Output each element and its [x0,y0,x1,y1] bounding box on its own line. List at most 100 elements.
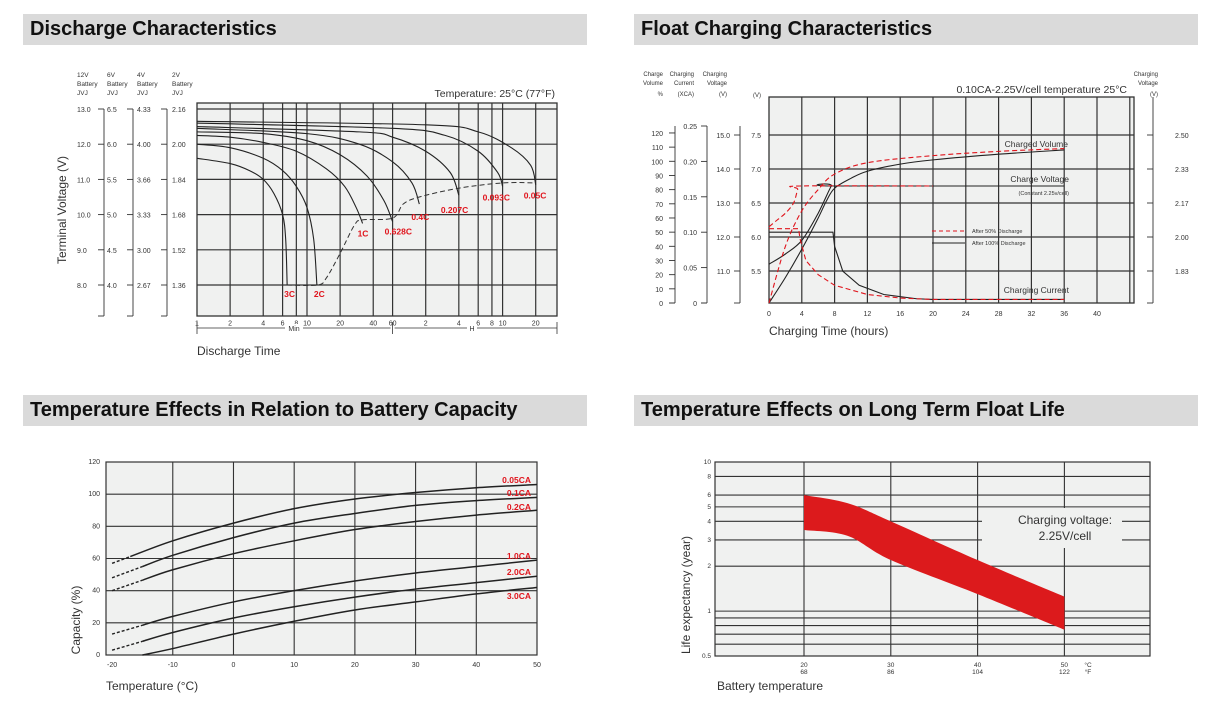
capacity-curve-1.0CA [142,559,538,626]
y-tick-label: 4.0 [107,283,117,290]
y-tick-label: 12.0 [77,142,91,149]
y-tick-label: 8 [707,473,711,480]
y-tick-label: 90 [655,173,663,180]
y-tick-label: 15.0 [716,133,730,140]
legend-label: After 50% Discharge [972,229,1022,235]
y-tick-label: 2.00 [1175,235,1189,242]
x-tick-label: 40 [1093,311,1101,318]
series-label-2.0CA: 2.0CA [507,567,531,577]
extrapolated-segment [111,640,143,651]
charging-current-curve [769,228,1065,301]
x-tick-label: -10 [168,662,178,669]
x-unit-fahrenheit: °F [1085,668,1092,676]
y-tick-label: 5.5 [751,269,761,276]
series-label-0.628C: 0.628C [385,227,412,237]
y-tick-label: 11.0 [717,269,730,276]
y-tick-label: 120 [88,459,100,466]
x-axis-title: Discharge Time [197,344,281,358]
series-label-0.4C: 0.4C [411,212,429,222]
x-tick-label: 8 [833,311,837,318]
series-label-0.1CA: 0.1CA [507,488,531,498]
panel-title-float-charging: Float Charging Characteristics [634,14,1198,45]
y-tick-label: 2.00 [172,142,186,149]
x-tick-label: 28 [995,311,1003,318]
x-tick-label-fahrenheit: 122 [1059,669,1070,676]
extrapolated-segment [111,624,143,635]
y-tick-label: 5.5 [107,177,117,184]
y-tick-label: 2 [707,563,711,570]
y-tick-label: 100 [651,159,663,166]
discharge-chart: 124681020406024681020MinHDischarge TimeT… [55,72,558,358]
series-label-3.0CA: 3.0CA [507,591,531,601]
y-axis-header: JVJ [107,90,118,97]
y-axis-header: Battery [107,81,128,88]
y-tick-label: 13.0 [77,107,91,114]
series-label-0.093C: 0.093C [483,192,510,202]
y-tick-label: 70 [655,202,663,209]
y-tick-label: 100 [88,491,100,498]
x-tick-label: 2 [228,320,232,327]
y-axis-header: 6V [107,72,116,79]
y-axis-header: Volume [643,81,664,87]
discharge-curve-1C [196,134,364,224]
panel-title-temperature-capacity: Temperature Effects in Relation to Batte… [23,395,587,426]
y-axis-header: Battery [77,81,98,88]
y-axis-header: Voltage [1138,81,1159,87]
charging-annotation: 0.10CA-2.25V/cell temperature 25°C [956,84,1127,96]
capacity-curve-0.1CA [142,496,538,568]
series-label-1.0CA: 1.0CA [507,551,531,561]
capacity-curve-0.2CA [142,509,538,581]
series-label-0.05CA: 0.05CA [502,475,531,485]
float-life-chart: 206830864010450122°C°F1086543210.5Batter… [679,459,1151,693]
capacity-curve-3.0CA [142,586,538,656]
y-axis-header: Battery [137,81,158,88]
y-tick-label: 4.5 [107,248,117,255]
series-label-0.05C: 0.05C [524,191,547,201]
series-label-2C: 2C [314,289,325,299]
y-axis-header: Voltage [707,81,728,87]
capacity-curve-2.0CA [142,575,538,643]
x-tick-label: 10 [290,662,298,669]
series-label-0.2CA: 0.2CA [507,502,531,512]
panel-title-float-life: Temperature Effects on Long Term Float L… [634,395,1198,426]
y-axis-header: 12V [77,72,89,79]
y-tick-label: 110 [652,145,663,152]
x-tick-label: 10 [303,320,311,327]
series-label-0.207C: 0.207C [441,205,468,215]
y-tick-label: 3.00 [137,248,151,255]
x-axis-title: Battery temperature [717,679,823,693]
y-tick-label: 0 [693,301,697,308]
y-tick-label: 3 [707,537,711,544]
y-tick-label: 1 [707,608,711,615]
y-tick-label: 0 [96,652,100,659]
y-axis-header: Charging [1134,72,1158,78]
y-tick-label: 10 [655,287,663,294]
x-tick-label-fahrenheit: 104 [972,669,983,676]
y-tick-label: 1.36 [172,283,186,290]
y-tick-label: 0.15 [683,195,697,202]
y-tick-label: 2.50 [1175,133,1189,140]
x-tick-label: 4 [457,320,461,327]
y-tick-label: 0 [659,301,663,308]
legend-label: After 100% Discharge [972,241,1026,247]
y-tick-label: 60 [655,216,663,223]
x-unit-celsius: °C [1084,661,1092,669]
discharge-curve-0.207C [196,126,460,196]
y-tick-label: 6.5 [751,201,761,208]
y-tick-label: 12.0 [716,235,730,242]
x-tick-label: 30 [412,662,420,669]
y-axis-header: % [658,92,664,98]
y-tick-label: 0.5 [702,653,711,660]
label-constant-voltage-note: (Constant 2.25v/cell) [1019,191,1070,197]
y-tick-label: 10 [704,459,712,466]
label-bg [285,324,303,332]
extrapolated-segment [111,579,143,592]
series-label-3C: 3C [284,289,295,299]
y-tick-label: 6.0 [751,235,761,242]
x-tick-label: 4 [800,311,804,318]
temperature-annotation: Temperature: 25°C (77°F) [435,88,555,100]
y-tick-label: 6 [707,492,711,499]
discharge-curve-0.05C [196,120,537,185]
y-tick-label: 2.16 [172,107,186,114]
